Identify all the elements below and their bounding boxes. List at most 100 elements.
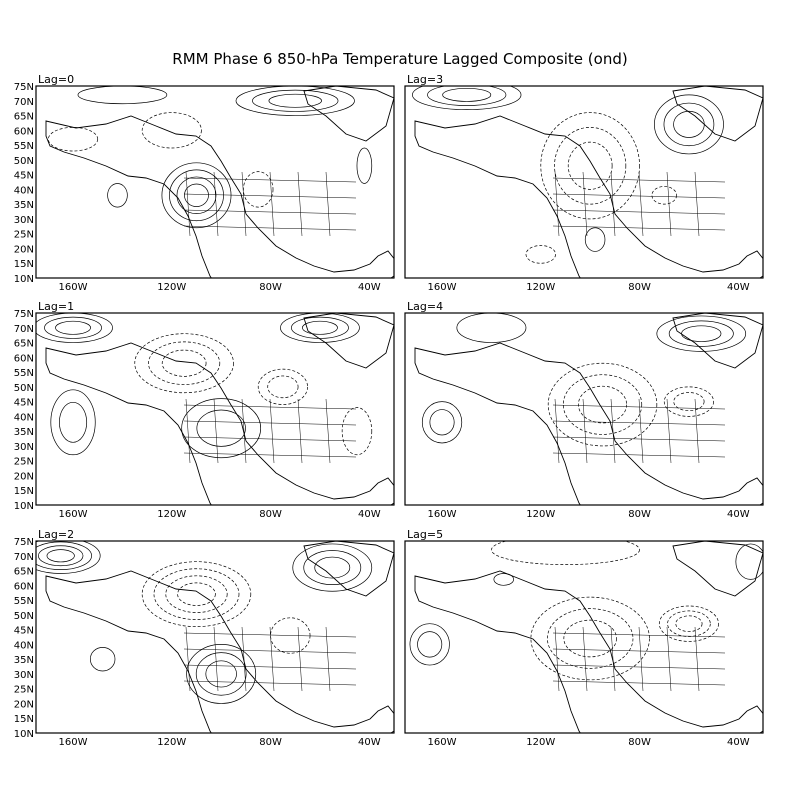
lag-label: Lag=5 (407, 528, 443, 541)
state-borders (183, 171, 357, 237)
cool-anomaly-contour (563, 619, 617, 658)
map-frame (35, 540, 395, 734)
cool-anomaly-contour (578, 385, 628, 424)
map-background (405, 313, 763, 505)
warm-anomaly-contour (656, 315, 747, 352)
cool-anomaly-contour (491, 541, 640, 565)
cool-anomaly-contour (141, 561, 252, 628)
lat-tick-label: 55N (14, 141, 34, 152)
lon-tick-label: 40W (727, 509, 750, 520)
lat-tick-label: 30N (14, 215, 34, 226)
lat-tick-label: 20N (14, 699, 34, 710)
lon-tick-label: 160W (59, 282, 88, 293)
map-panel: Lag=5 160W 120W 80W 40W (404, 528, 764, 748)
map-frame (404, 312, 764, 506)
lat-tick-label: 70N (14, 97, 34, 108)
lon-tick-label: 160W (59, 737, 88, 748)
warm-anomaly-contour (195, 652, 247, 696)
warm-anomaly-contour (735, 543, 763, 580)
warm-anomaly-contour (50, 389, 96, 456)
lat-tick-label: 40N (14, 185, 34, 196)
warm-anomaly-contour (196, 409, 246, 447)
cool-anomaly-contour (667, 610, 711, 637)
warm-anomaly-contour (55, 320, 91, 335)
lat-tick-label: 45N (14, 626, 34, 637)
warm-anomaly-contour (59, 401, 88, 443)
greenland-coast (672, 541, 763, 597)
lat-tick-label: 50N (14, 383, 34, 394)
warm-anomaly-contour (292, 543, 373, 592)
warm-anomaly-contour (493, 573, 514, 586)
lag-label: Lag=2 (38, 528, 74, 541)
lat-tick-label: 60N (14, 581, 34, 592)
warm-anomaly-contour (668, 320, 734, 347)
cool-anomaly-contour (267, 375, 299, 399)
lon-tick-label: 120W (526, 509, 555, 520)
map-background (405, 541, 763, 733)
lat-tick-label: 75N (14, 537, 34, 548)
cool-anomaly-contour (525, 245, 556, 264)
lon-tick-label: 40W (358, 509, 381, 520)
warm-anomaly-contour (280, 313, 360, 343)
lat-tick-label: 35N (14, 200, 34, 211)
cool-anomaly-contour (547, 362, 658, 447)
lat-tick-label: 15N (14, 486, 34, 497)
cool-anomaly-contour (540, 112, 640, 220)
warm-anomaly-contour (654, 94, 724, 155)
map-panel: Lag=0 75N 70N 65N 60N 55N 50N 45N 40N 35N 30N 25N 20… (14, 73, 395, 293)
lat-tick-label: 10N (14, 729, 34, 740)
warm-anomaly-contour (38, 545, 84, 567)
lat-tick-label: 70N (14, 324, 34, 335)
map-panel: Lag=4 160W 120W 80W 40W (404, 300, 764, 520)
lat-tick-label: 65N (14, 112, 34, 123)
lon-tick-label: 160W (59, 509, 88, 520)
lat-tick-label: 75N (14, 82, 34, 93)
warm-anomaly-contour (663, 102, 715, 147)
lat-tick-label: 30N (14, 670, 34, 681)
lat-tick-label: 50N (14, 611, 34, 622)
lag-label: Lag=3 (407, 73, 443, 86)
cool-anomaly-contour (270, 617, 311, 654)
state-borders (552, 626, 726, 692)
cool-anomaly-contour (153, 568, 240, 620)
cool-anomaly-contour (341, 407, 373, 456)
cool-anomaly-contour (257, 368, 308, 405)
lat-tick-label: 65N (14, 339, 34, 350)
lat-tick-label: 60N (14, 126, 34, 137)
cool-anomaly-contour (651, 186, 677, 205)
figure-title: RMM Phase 6 850-hPa Temperature Lagged C… (172, 50, 627, 68)
cool-anomaly-contour (148, 341, 221, 385)
warm-anomaly-contour (184, 183, 209, 207)
state-borders (183, 398, 357, 464)
lon-tick-label: 80W (628, 509, 651, 520)
map-background (36, 313, 394, 505)
map-panel: Lag=1 75N 70N 65N 60N 55N 50N 45N 40N 35N 30N 25N 20… (14, 300, 395, 520)
lat-tick-label: 55N (14, 596, 34, 607)
lon-tick-label: 40W (358, 737, 381, 748)
warm-anomaly-contour (356, 147, 373, 184)
warm-anomaly-contour (186, 644, 257, 704)
warm-anomaly-contour (303, 550, 362, 586)
map-background (36, 541, 394, 733)
lat-tick-label: 15N (14, 714, 34, 725)
warm-anomaly-contour (314, 556, 351, 579)
lon-tick-label: 40W (358, 282, 381, 293)
warm-anomaly-contour (36, 313, 113, 343)
lon-tick-label: 120W (157, 509, 186, 520)
map-frame (35, 85, 395, 279)
lat-tick-label: 50N (14, 156, 34, 167)
cool-anomaly-contour (141, 112, 202, 149)
warm-anomaly-contour (412, 86, 522, 110)
warm-anomaly-contour (456, 313, 527, 343)
lat-tick-label: 45N (14, 171, 34, 182)
lon-tick-label: 160W (428, 737, 457, 748)
lag-label: Lag=0 (38, 73, 74, 86)
cool-anomaly-contour (530, 596, 650, 681)
lat-tick-label: 40N (14, 640, 34, 651)
lat-tick-label: 20N (14, 244, 34, 255)
warm-anomaly-contour (429, 409, 455, 436)
greenland-coast (303, 541, 394, 597)
state-borders (552, 171, 726, 237)
cool-anomaly-contour (161, 349, 207, 377)
